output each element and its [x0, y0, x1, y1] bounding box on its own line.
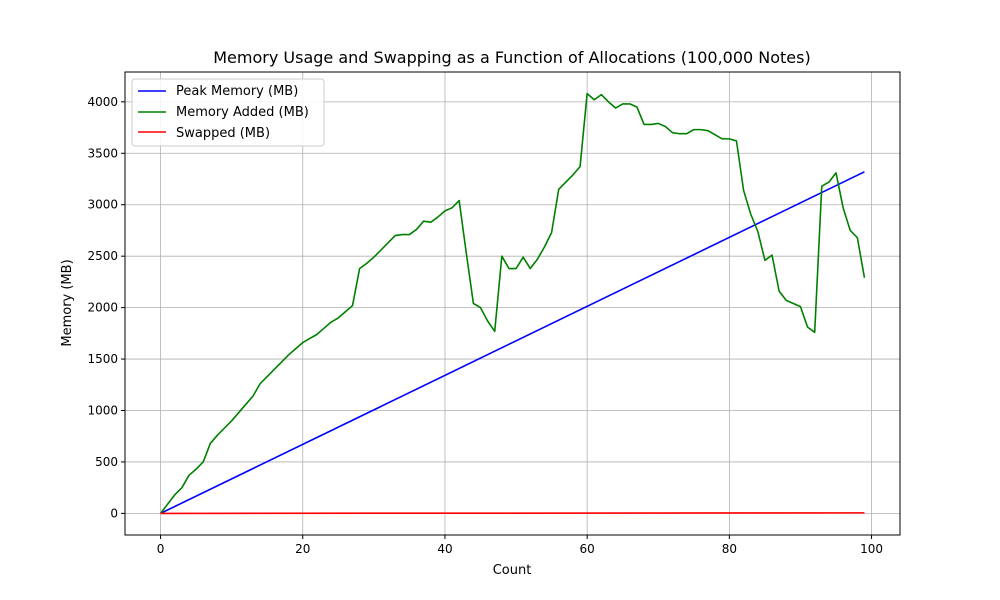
x-tick-label: 20: [295, 542, 310, 556]
legend-label-swapped: Swapped (MB): [176, 126, 270, 141]
y-tick-label: 3000: [87, 198, 118, 212]
x-tick-label: 40: [437, 542, 452, 556]
y-tick-label: 2000: [87, 301, 118, 315]
grid-layer: [125, 72, 900, 535]
legend-box: [131, 78, 325, 147]
tick-layer: 0 20 40 60 80 1000500100015002000250030003500…: [87, 95, 883, 556]
y-tick-label: 2500: [87, 249, 118, 263]
y-tick-label: 3500: [87, 146, 118, 160]
chart-title: Memory Usage and Swapping as a Function …: [213, 48, 810, 67]
legend: Peak Memory (MB) Memory Added (MB) Swapp…: [131, 78, 325, 147]
x-axis-label: Count: [493, 563, 532, 578]
y-axis-label: Memory (MB): [60, 259, 75, 346]
y-tick-label: 1000: [87, 404, 118, 418]
x-tick-label: 80: [722, 542, 737, 556]
y-tick-label: 500: [95, 455, 118, 469]
plot-frame: [124, 71, 901, 536]
y-tick-label: 1500: [87, 352, 118, 366]
series-line-swapped: [160, 512, 865, 515]
series-line-memory-added: [159, 92, 866, 514]
legend-label-peak-memory: Peak Memory (MB): [176, 84, 298, 99]
series-layer: [159, 92, 866, 515]
y-tick-label: 0: [110, 506, 118, 520]
x-tick-label: 100: [860, 542, 883, 556]
legend-label-memory-added: Memory Added (MB): [176, 105, 309, 120]
x-tick-label: 60: [580, 542, 595, 556]
x-tick-label: 0: [157, 542, 165, 556]
y-tick-label: 4000: [87, 95, 118, 109]
series-line-peak-memory: [160, 171, 865, 515]
